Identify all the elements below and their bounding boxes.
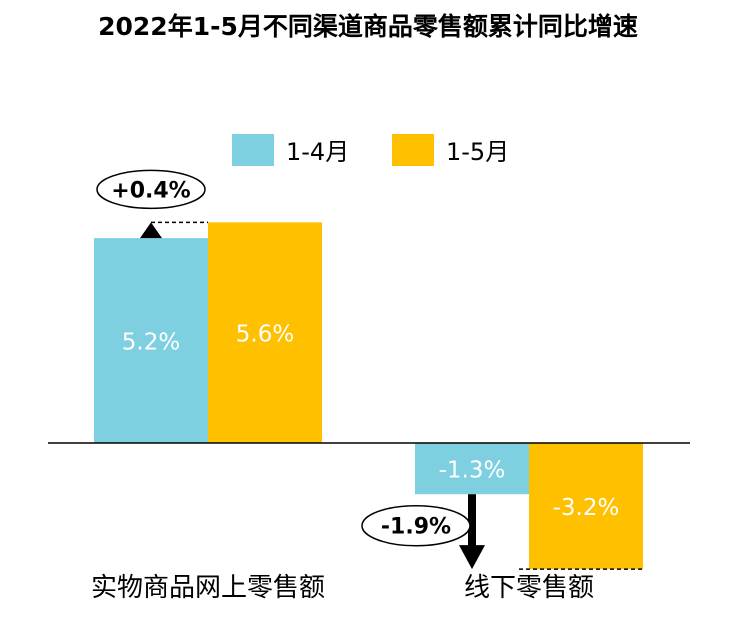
data-label-2-1: -1.3% [439, 458, 506, 484]
category-label-2: 线下零售额 [464, 573, 594, 603]
annotation-bubble-2 [361, 504, 471, 547]
legend-swatch-1 [232, 134, 274, 166]
bar-2-2 [529, 443, 643, 570]
bars-group: 5.2% 5.6% -1.3% -3.2% [94, 222, 643, 570]
legend: 1-4月 1-5月 [232, 134, 509, 166]
category-labels: 实物商品网上零售额 线下零售额 [91, 573, 594, 603]
category-label-1: 实物商品网上零售额 [91, 573, 325, 603]
annotation-bubble-1 [96, 169, 206, 210]
data-label-1-2: 5.6% [236, 322, 294, 348]
bar-1-2 [208, 222, 322, 443]
arrow-down-icon [459, 545, 485, 570]
bar-2-1 [415, 443, 529, 495]
legend-swatch-2 [392, 134, 434, 166]
annotations: +0.4% -1.9% [96, 169, 643, 570]
data-label-2-2: -3.2% [553, 495, 620, 521]
bar-1-1 [94, 238, 208, 443]
data-label-1-1: 5.2% [122, 330, 180, 356]
annotation-text-2: -1.9% [381, 515, 451, 540]
legend-label-1: 1-4月 [286, 138, 349, 166]
annotation-text-1: +0.4% [111, 178, 190, 203]
chart-title: 2022年1-5月不同渠道商品零售额累计同比增速 [98, 12, 638, 41]
legend-label-2: 1-5月 [446, 138, 509, 166]
arrow-up-icon [140, 222, 162, 239]
arrow-shaft [468, 494, 476, 548]
